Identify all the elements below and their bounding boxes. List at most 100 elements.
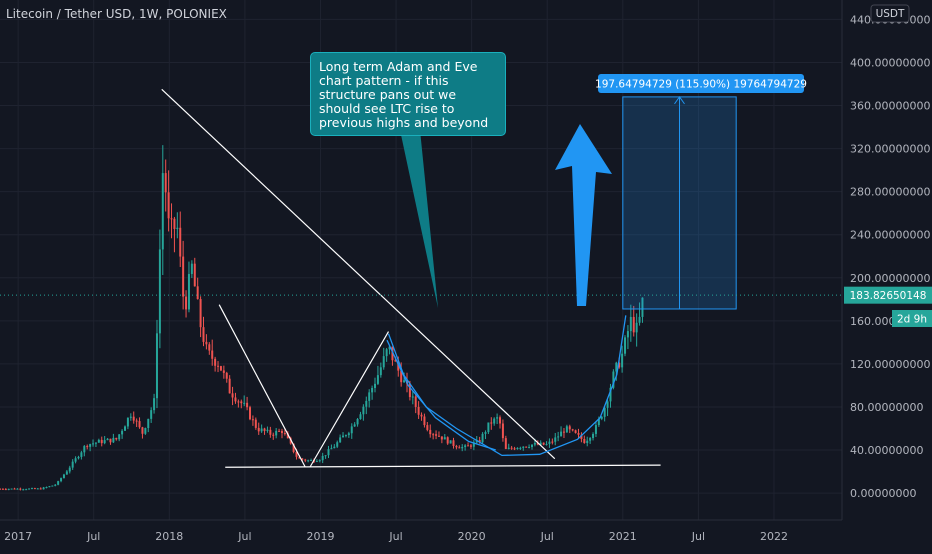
current-price-text: 183.82650148: [850, 290, 927, 302]
candle-body: [254, 419, 257, 428]
candle-body: [443, 437, 446, 440]
candle-body: [414, 396, 417, 407]
candle-body: [452, 440, 455, 446]
countdown-text: 2d 9h: [897, 314, 927, 326]
candle-body: [542, 442, 545, 445]
candle-body: [234, 397, 237, 402]
candle-body: [228, 378, 231, 394]
candle-body: [577, 432, 580, 435]
candle-body: [484, 432, 487, 434]
candle-body: [533, 442, 536, 445]
candle-body: [551, 441, 554, 443]
candle-body: [83, 446, 86, 453]
candle-body: [379, 367, 382, 376]
candle-body: [638, 316, 641, 323]
candle-body: [170, 218, 173, 220]
candle-body: [28, 488, 31, 490]
candle-body: [153, 398, 156, 411]
annotation-callout[interactable]: Long term Adam and Eve chart pattern - i…: [310, 52, 506, 136]
candle-body: [435, 434, 438, 436]
x-tick-label: 2021: [609, 530, 637, 543]
candle-body: [144, 428, 147, 434]
candle-body: [217, 365, 220, 367]
x-tick-label: 2018: [155, 530, 183, 543]
candle-body: [33, 488, 36, 490]
time-axis-bg: [0, 520, 932, 550]
candle-body: [263, 428, 266, 431]
candle-body: [507, 447, 510, 449]
candle-body: [330, 448, 333, 450]
x-tick-label: 2022: [760, 530, 788, 543]
y-tick-label: 320.00000000: [850, 143, 930, 156]
candle-body: [621, 353, 624, 368]
candle-body: [48, 486, 51, 488]
candle-body: [504, 438, 507, 449]
adam-left-leg: [218, 304, 306, 468]
candle-body: [260, 428, 263, 432]
candle-body: [292, 443, 295, 452]
candle-body: [307, 460, 310, 462]
chart-title: Litecoin / Tether USD, 1W, POLONIEX: [6, 7, 227, 21]
y-tick-label: 200.00000000: [850, 272, 930, 285]
candle-body: [103, 440, 106, 444]
candle-body: [641, 297, 644, 317]
candle-body: [629, 316, 632, 332]
candle-body: [16, 488, 19, 490]
candle-body: [39, 488, 42, 490]
candle-body: [469, 445, 472, 447]
candle-body: [635, 322, 638, 333]
candle-body: [632, 316, 635, 333]
candle-body: [568, 426, 571, 430]
candle-body: [458, 447, 461, 449]
candle-body: [530, 444, 533, 448]
candle-body: [0, 488, 1, 490]
candle-body: [135, 420, 138, 422]
y-tick-label: 80.00000000: [850, 401, 923, 414]
candle-body: [10, 488, 13, 490]
time-axis[interactable]: 2017 Jul 2018 Jul 2019 Jul 2020 Jul 2021 Jul 2022: [4, 530, 788, 543]
y-tick-label: 0.00000000: [850, 487, 916, 500]
x-tick-label: 2019: [306, 530, 334, 543]
currency-button[interactable]: USDT: [870, 4, 910, 23]
candle-body: [19, 488, 22, 490]
candle-body: [356, 419, 359, 425]
candle-body: [408, 383, 411, 398]
candle-body: [1, 488, 4, 490]
candle-body: [54, 484, 57, 486]
candle-body: [368, 392, 371, 401]
candle-body: [557, 436, 560, 438]
candle-body: [562, 431, 565, 433]
candle-body: [455, 445, 458, 448]
candle-body: [36, 488, 39, 490]
y-tick-label: 240.00000000: [850, 229, 930, 242]
candle-body: [385, 349, 388, 357]
candle-body: [376, 375, 379, 384]
candle-body: [115, 437, 118, 440]
candle-body: [318, 460, 321, 462]
candle-body: [580, 434, 583, 439]
candle-body: [22, 489, 25, 491]
candle-body: [278, 430, 281, 432]
candle-body: [481, 433, 484, 443]
candle-body: [429, 429, 432, 435]
candle-body: [589, 438, 592, 441]
candle-body: [205, 341, 208, 345]
candle-body: [501, 423, 504, 439]
candle-body: [496, 417, 499, 419]
candle-body: [89, 444, 92, 447]
candle-body: [155, 333, 158, 399]
candle-body: [251, 419, 254, 421]
candle-body: [365, 400, 368, 407]
candle-body: [467, 445, 470, 447]
candle-body: [231, 393, 234, 398]
candle-body: [289, 438, 292, 444]
candle-body: [565, 426, 568, 433]
x-tick-label: 2017: [4, 530, 32, 543]
candle-body: [344, 435, 347, 437]
candle-body: [240, 401, 243, 404]
candle-body: [359, 414, 362, 420]
price-axis[interactable]: 440.00000000400.00000000360.00000000320.…: [850, 13, 930, 500]
candle-body: [164, 173, 167, 193]
